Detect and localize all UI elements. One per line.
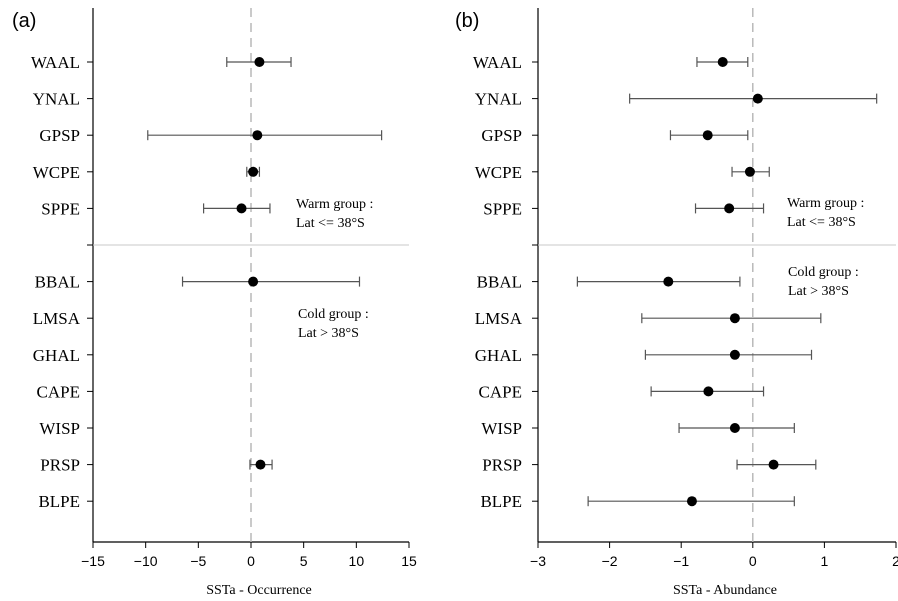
category-label: WISP [481,419,522,438]
data-point [702,130,713,141]
group-annotation: Lat <= 38°S [787,215,856,230]
group-annotation: Warm group : [296,197,373,212]
category-label: GHAL [475,346,522,365]
category-label: BBAL [35,273,80,292]
category-label: BLPE [38,492,80,511]
data-point [768,459,779,470]
x-tick-label: −15 [81,553,105,569]
data-point [729,423,740,433]
data-point [729,349,740,360]
group-annotation: Lat > 38°S [298,326,359,341]
data-point [248,166,259,177]
category-label: PRSP [482,456,522,475]
category-label: GHAL [33,346,80,365]
data-point [255,459,266,470]
category-label: WCPE [33,163,80,182]
x-tick-label: 5 [300,553,308,569]
data-point [744,166,755,177]
group-annotation: Lat <= 38°S [296,216,365,231]
category-label: WCPE [475,163,522,182]
category-label: LMSA [475,309,523,328]
x-tick-label: −3 [530,553,546,569]
x-axis-title: SSTa - Abundance [673,583,777,598]
category-label: BBAL [477,273,522,292]
x-tick-label: 15 [401,553,417,569]
category-label: SPPE [41,199,80,218]
x-tick-label: −10 [134,553,158,569]
x-tick-label: −2 [602,553,618,569]
data-point [236,203,247,214]
panel-a: (a) −15 −10 −5 0 5 10 15 SSTa - Occurrence WAAL YN… [12,8,417,598]
group-annotation: Cold group : [298,307,369,322]
data-point [752,93,763,104]
panel-label: (b) [455,10,479,32]
x-tick-label: −5 [190,553,206,569]
data-point [729,313,740,324]
data-point [248,276,259,287]
group-annotation: Lat > 38°S [788,284,849,299]
group-annotation: Warm group : [787,196,864,211]
category-label: SPPE [483,199,522,218]
data-point [686,496,697,507]
category-label: PRSP [40,456,80,475]
data-point [252,130,263,141]
category-label: WISP [39,419,80,438]
x-tick-label: 10 [349,553,365,569]
group-annotation: Cold group : [788,265,859,280]
data-point [663,276,674,287]
category-label: CAPE [37,382,80,401]
x-axis-title: SSTa - Occurrence [206,583,312,598]
x-tick-label: 0 [749,553,757,569]
category-label: CAPE [479,382,522,401]
data-point [724,203,735,214]
data-point [254,57,265,67]
x-tick-label: −1 [673,553,689,569]
category-label: WAAL [31,53,80,72]
category-label: BLPE [480,492,522,511]
category-label: GPSP [39,126,80,145]
category-label: WAAL [473,53,522,72]
category-label: GPSP [481,126,522,145]
panel-label: (a) [12,10,36,32]
x-tick-label: 0 [247,553,255,569]
category-label: YNAL [33,90,80,109]
x-tick-label: 1 [821,553,829,569]
data-point [703,386,714,397]
category-label: LMSA [33,309,81,328]
x-tick-label: 2 [892,553,898,569]
panel-b: (b) −3 −2 −1 0 1 2 SSTa - Abundance WAAL YNAL GPSP… [455,8,898,598]
category-label: YNAL [475,90,522,109]
data-point [717,57,728,67]
